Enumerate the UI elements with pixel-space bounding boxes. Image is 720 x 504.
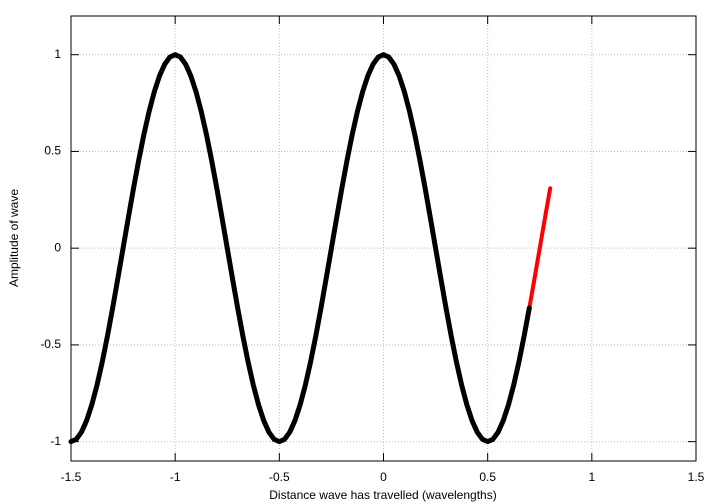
y-tick-label: 0 (54, 240, 61, 254)
x-tick-label: -1.5 (61, 470, 82, 484)
y-tick-label: 1 (54, 47, 61, 61)
x-tick-label: 0.5 (479, 470, 496, 484)
wave-line (68, 52, 532, 445)
y-tick-label: -1 (50, 434, 61, 448)
x-tick-label: 1 (588, 470, 595, 484)
y-axis-label: Amplitude of wave (7, 189, 21, 287)
x-axis-label: Distance wave has travelled (wavelengths… (269, 488, 496, 502)
wave-line (527, 186, 553, 310)
plot-frame (70, 15, 697, 462)
y-tick-label: -0.5 (40, 337, 61, 351)
x-tick-label: -0.5 (269, 470, 290, 484)
x-tick-label: -1 (170, 470, 181, 484)
x-tick-label: 0 (380, 470, 387, 484)
x-tick-label: 1.5 (688, 470, 705, 484)
y-tick-label: 0.5 (44, 144, 61, 158)
